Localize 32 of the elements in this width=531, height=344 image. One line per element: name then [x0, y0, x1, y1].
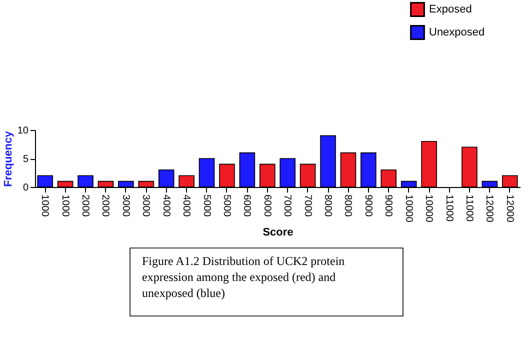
x-tick-label: 3000 [140, 194, 152, 218]
x-tick-label: 6000 [261, 194, 272, 218]
x-tick-label: 12000 [504, 194, 515, 223]
x-tick-label: 10000 [423, 194, 434, 223]
x-tick-label: 11000 [463, 194, 474, 222]
x-tick-label: 2000 [80, 194, 91, 218]
x-tick-label: 10000 [402, 194, 414, 223]
x-tick-label: 5000 [220, 194, 232, 218]
y-tick-label: 10 [17, 126, 29, 136]
y-tick-label: 0 [22, 182, 29, 194]
y-tick-label: 5 [22, 154, 29, 165]
x-tick-label: 6000 [241, 194, 252, 218]
x-tick-label: 2000 [100, 194, 111, 218]
caption: Figure A1.2 Distribution of UCK2 protein expression among the exposed (red) and unexposed (blue) [142, 254, 345, 300]
x-tick-label: 7000 [282, 194, 293, 218]
x-tick-label: 9000 [362, 194, 374, 218]
legend-label: Unexposed [429, 26, 485, 38]
x-tick-label: 11000 [443, 194, 454, 222]
x-tick-label: 1000 [39, 194, 50, 218]
x-tick-label: 7000 [302, 194, 313, 218]
x-tick-label: 8000 [342, 194, 354, 218]
x-tick-label: 4000 [160, 194, 172, 218]
x-tick-label: 8000 [322, 194, 334, 218]
x-axis-title: Score [262, 226, 294, 238]
x-tick-label: 3000 [120, 194, 131, 218]
legend-label: Exposed [429, 4, 472, 16]
x-tick-label: 1000 [59, 194, 70, 218]
x-tick-label: 9000 [382, 194, 394, 218]
x-tick-label: 12000 [484, 194, 495, 223]
x-tick-label: 4000 [180, 194, 192, 218]
y-axis-title: Frequency [2, 130, 14, 187]
x-tick-label: 5000 [200, 194, 212, 218]
